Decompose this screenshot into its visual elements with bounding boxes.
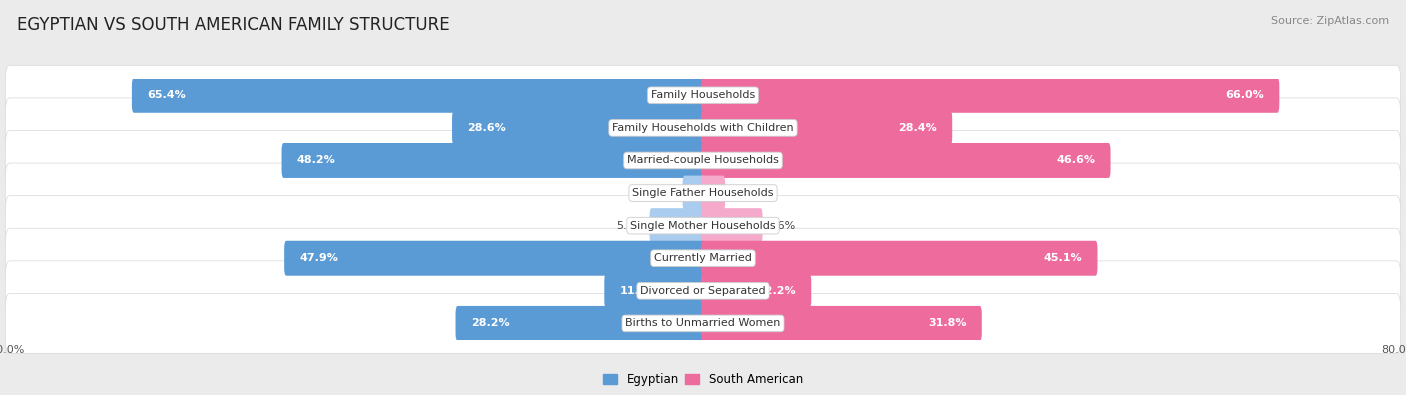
Text: Single Mother Households: Single Mother Households — [630, 221, 776, 231]
Text: 66.0%: 66.0% — [1226, 90, 1264, 100]
FancyBboxPatch shape — [650, 208, 706, 243]
FancyBboxPatch shape — [700, 78, 1279, 113]
FancyBboxPatch shape — [6, 130, 1400, 190]
Text: 2.3%: 2.3% — [730, 188, 758, 198]
FancyBboxPatch shape — [6, 163, 1400, 223]
FancyBboxPatch shape — [700, 110, 952, 145]
Text: Source: ZipAtlas.com: Source: ZipAtlas.com — [1271, 16, 1389, 26]
Text: Currently Married: Currently Married — [654, 253, 752, 263]
Text: 48.2%: 48.2% — [297, 156, 336, 166]
Text: 2.1%: 2.1% — [650, 188, 678, 198]
Text: Divorced or Separated: Divorced or Separated — [640, 286, 766, 296]
FancyBboxPatch shape — [700, 143, 1111, 178]
Text: 28.4%: 28.4% — [898, 123, 936, 133]
Text: 47.9%: 47.9% — [299, 253, 339, 263]
FancyBboxPatch shape — [605, 273, 706, 308]
FancyBboxPatch shape — [6, 65, 1400, 125]
Text: Family Households: Family Households — [651, 90, 755, 100]
FancyBboxPatch shape — [6, 196, 1400, 256]
Text: Births to Unmarried Women: Births to Unmarried Women — [626, 318, 780, 328]
Text: 6.6%: 6.6% — [768, 221, 796, 231]
Text: 65.4%: 65.4% — [148, 90, 186, 100]
Text: Family Households with Children: Family Households with Children — [612, 123, 794, 133]
Text: 5.9%: 5.9% — [616, 221, 645, 231]
FancyBboxPatch shape — [6, 98, 1400, 158]
FancyBboxPatch shape — [700, 273, 811, 308]
Text: Married-couple Households: Married-couple Households — [627, 156, 779, 166]
Text: EGYPTIAN VS SOUTH AMERICAN FAMILY STRUCTURE: EGYPTIAN VS SOUTH AMERICAN FAMILY STRUCT… — [17, 16, 450, 34]
FancyBboxPatch shape — [284, 241, 706, 276]
FancyBboxPatch shape — [132, 78, 706, 113]
FancyBboxPatch shape — [453, 110, 706, 145]
FancyBboxPatch shape — [700, 175, 725, 211]
Text: 31.8%: 31.8% — [928, 318, 966, 328]
FancyBboxPatch shape — [6, 228, 1400, 288]
FancyBboxPatch shape — [700, 241, 1098, 276]
FancyBboxPatch shape — [456, 306, 706, 341]
Text: 11.1%: 11.1% — [620, 286, 658, 296]
Text: 12.2%: 12.2% — [758, 286, 796, 296]
Legend: Egyptian, South American: Egyptian, South American — [599, 369, 807, 391]
FancyBboxPatch shape — [700, 208, 762, 243]
Text: 46.6%: 46.6% — [1056, 156, 1095, 166]
Text: Single Father Households: Single Father Households — [633, 188, 773, 198]
Text: 45.1%: 45.1% — [1043, 253, 1083, 263]
FancyBboxPatch shape — [682, 175, 706, 211]
FancyBboxPatch shape — [6, 261, 1400, 321]
Text: 28.2%: 28.2% — [471, 318, 509, 328]
Text: 28.6%: 28.6% — [467, 123, 506, 133]
FancyBboxPatch shape — [6, 293, 1400, 354]
FancyBboxPatch shape — [281, 143, 706, 178]
FancyBboxPatch shape — [700, 306, 981, 341]
